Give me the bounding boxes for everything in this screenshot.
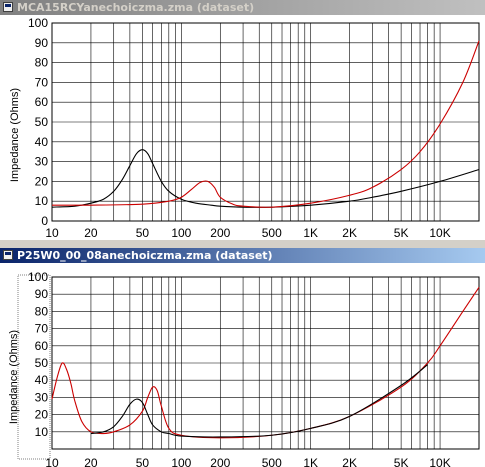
y-tick-label: 0: [41, 214, 48, 228]
x-tick-label: 1K: [303, 456, 318, 467]
x-tick-label: 5K: [394, 226, 409, 240]
x-tick-label: 10: [45, 226, 59, 240]
dataset-window-2[interactable]: P25W0_00_08anechoiczma.zma (dataset) 10 2…: [0, 248, 485, 467]
y-tick-label: 20: [35, 408, 49, 422]
series-line-2: [51, 40, 480, 208]
x-tick-label: 5K: [394, 456, 409, 467]
y-axis-label: Impedance (Ohms): [9, 88, 21, 182]
document-icon[interactable]: [3, 2, 13, 12]
y-tick-label: 40: [35, 135, 49, 149]
y-tick-label: 30: [35, 390, 49, 404]
y-axis-label: Impedance (Ohms): [8, 330, 20, 424]
x-tick-label: 10K: [429, 226, 450, 240]
y-tick-label: 50: [35, 115, 49, 129]
y-tick-label: 60: [35, 339, 49, 353]
document-icon[interactable]: [3, 250, 13, 260]
series-line-1: [51, 287, 480, 439]
y-tick-label: 90: [35, 36, 49, 50]
y-tick-label: 90: [35, 287, 49, 301]
y-tick-label: 70: [35, 322, 49, 336]
x-tick-label: 10K: [429, 456, 450, 467]
y-tick-label: 20: [35, 174, 49, 188]
x-tick-label: 2K: [342, 456, 357, 467]
dotted-frame: [17, 274, 51, 460]
x-tick-label: 50: [136, 456, 150, 467]
y-tick-label: 100: [28, 16, 48, 30]
x-tick-label: 2K: [342, 226, 357, 240]
impedance-chart-2: 10 20 30 40 50 60 70 80 90 100 10 20 50 100 200 500 1K 2K…: [8, 270, 480, 467]
y-tick-label: 30: [35, 155, 49, 169]
x-tick-label: 20: [84, 226, 98, 240]
series-line-2: [90, 364, 428, 438]
x-tick-label: 500: [262, 456, 282, 467]
x-tick-label: 20: [84, 456, 98, 467]
plot-frame: [51, 276, 480, 450]
y-tick-label: 10: [35, 425, 49, 439]
x-tick-label: 50: [136, 226, 150, 240]
y-tick-label: 70: [35, 75, 49, 89]
window-title: P25W0_00_08anechoiczma.zma (dataset): [17, 249, 273, 262]
window-title-bar[interactable]: P25W0_00_08anechoiczma.zma (dataset): [0, 248, 485, 263]
y-tick-label: 80: [35, 304, 49, 318]
y-tick-label: 80: [35, 56, 49, 70]
y-tick-label: 100: [28, 270, 48, 284]
x-tick-label: 200: [210, 226, 230, 240]
dataset-window-1[interactable]: MCA15RCYanechoiczma.zma (dataset) 0 10 20 3…: [0, 0, 485, 240]
x-tick-label: 500: [262, 226, 282, 240]
x-tick-label: 1K: [303, 226, 318, 240]
x-tick-label: 200: [210, 456, 230, 467]
y-tick-label: 40: [35, 373, 49, 387]
x-tick-label: 10: [45, 456, 59, 467]
x-tick-label: 100: [171, 456, 191, 467]
x-tick-label: 100: [171, 226, 191, 240]
window-title: MCA15RCYanechoiczma.zma (dataset): [17, 1, 255, 14]
y-tick-label: 10: [35, 194, 49, 208]
y-tick-label: 60: [35, 95, 49, 109]
series-line-1: [51, 149, 480, 208]
y-tick-label: 50: [35, 356, 49, 370]
plot-frame: [51, 22, 480, 222]
window-title-bar[interactable]: MCA15RCYanechoiczma.zma (dataset): [0, 0, 485, 15]
